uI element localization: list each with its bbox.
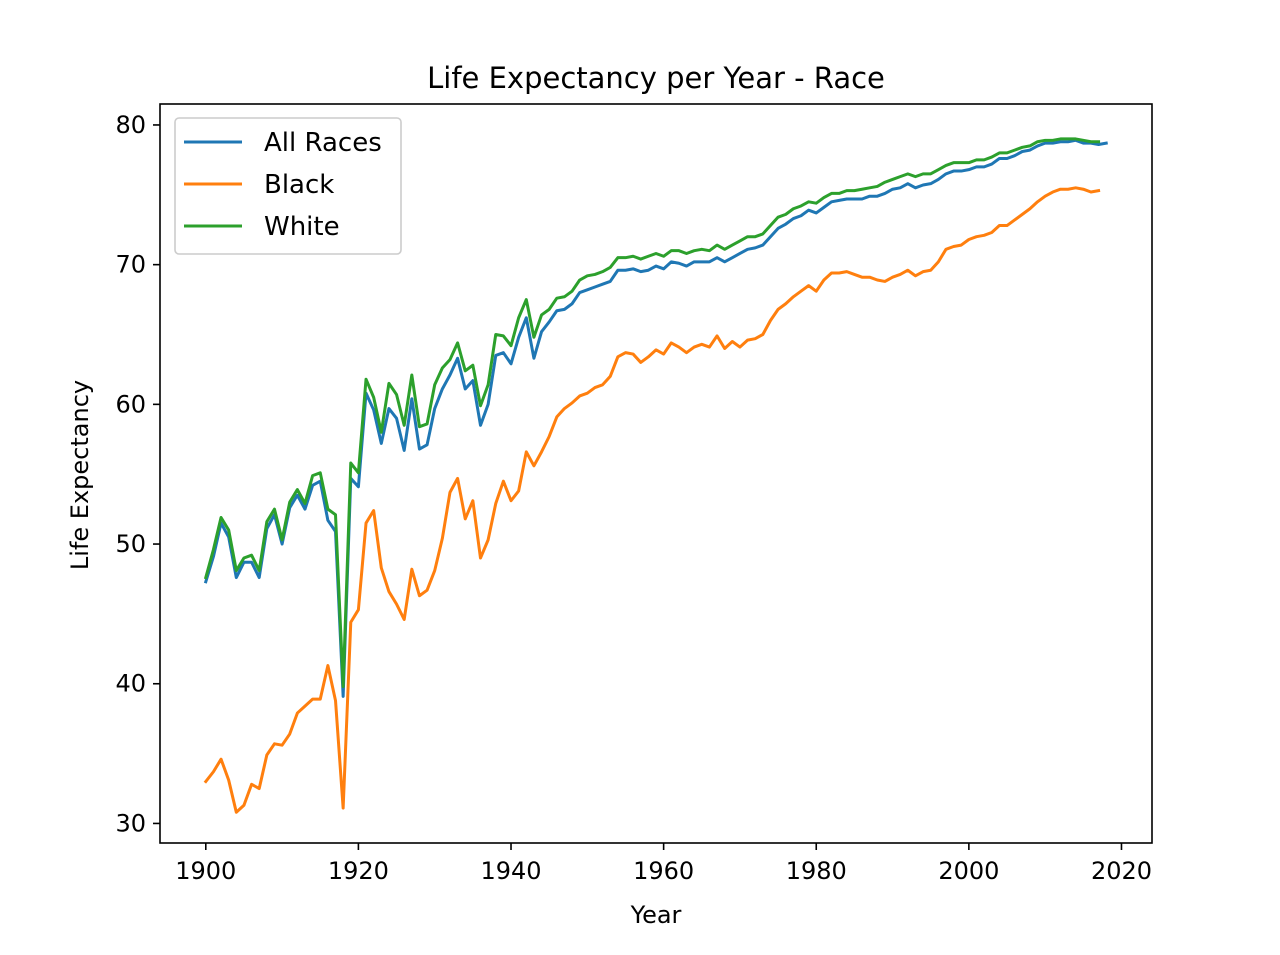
chart-title: Life Expectancy per Year - Race bbox=[427, 61, 885, 95]
series-line-white bbox=[203, 137, 1101, 689]
x-tick-label: 1900 bbox=[175, 857, 236, 885]
legend-entry-label: Black bbox=[264, 170, 334, 200]
legend-entry-label: All Races bbox=[264, 128, 382, 158]
y-axis-label: Life Expectancy bbox=[66, 380, 94, 570]
y-tick-label: 60 bbox=[115, 390, 146, 418]
series-line-black bbox=[203, 186, 1101, 814]
y-tick-label: 70 bbox=[115, 251, 146, 279]
y-tick-label: 40 bbox=[115, 670, 146, 698]
y-tick-label: 30 bbox=[115, 809, 146, 837]
x-axis-label: Year bbox=[630, 901, 682, 929]
legend-entry-label: White bbox=[264, 212, 340, 242]
y-tick-label: 80 bbox=[115, 111, 146, 139]
legend-box bbox=[174, 117, 402, 255]
legend: All Races Black White bbox=[174, 117, 402, 255]
x-tick-label: 1960 bbox=[633, 857, 694, 885]
x-tick-label: 1980 bbox=[786, 857, 847, 885]
axes-frame bbox=[159, 103, 1153, 844]
x-tick-label: 2020 bbox=[1091, 857, 1152, 885]
y-tick-label: 50 bbox=[115, 530, 146, 558]
x-tick-label: 1920 bbox=[328, 857, 389, 885]
series-line-all-races bbox=[203, 138, 1108, 698]
x-tick-label: 2000 bbox=[938, 857, 999, 885]
plot-area: 1900 1920 1940 1960 1980 2000 2020 30 40 50 60 70 80 bbox=[115, 103, 1153, 885]
x-tick-label: 1940 bbox=[480, 857, 541, 885]
